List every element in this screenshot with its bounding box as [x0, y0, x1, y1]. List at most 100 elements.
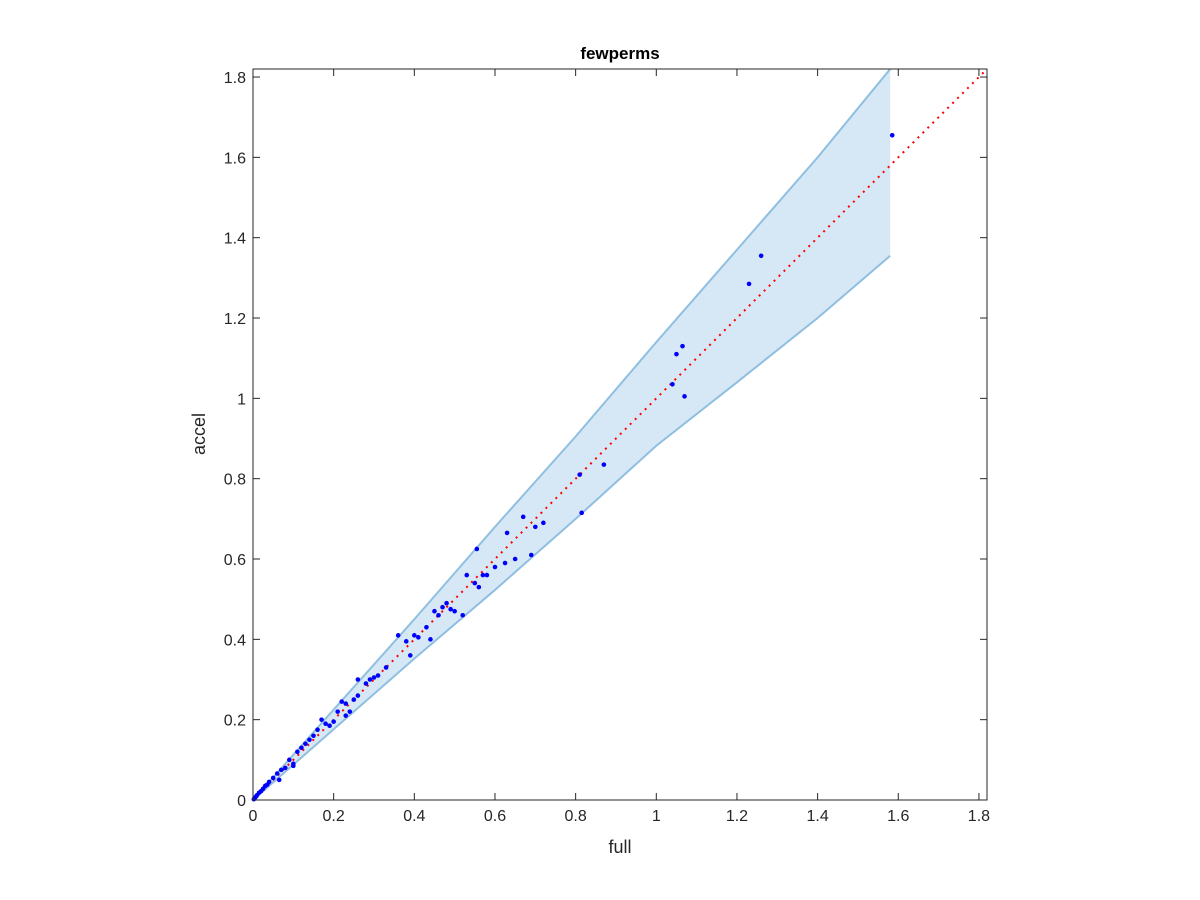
- data-point: [335, 709, 340, 714]
- data-point: [303, 741, 308, 747]
- data-points: [251, 132, 895, 802]
- y-tick-label: 1: [237, 391, 246, 408]
- y-tick-label: 1.8: [224, 70, 246, 87]
- y-tick-label: 0: [237, 793, 246, 810]
- x-tick-label: 0.6: [484, 808, 506, 825]
- x-tick-label: 0.2: [323, 808, 345, 825]
- data-point: [395, 633, 401, 638]
- y-tick-label: 0.2: [224, 713, 246, 730]
- data-point: [375, 673, 381, 678]
- data-point: [670, 381, 675, 387]
- data-point: [436, 612, 441, 618]
- y-axis-label: accel: [189, 413, 209, 455]
- data-point: [343, 701, 349, 706]
- data-point: [492, 564, 498, 570]
- data-point: [266, 779, 272, 785]
- x-tick-label: 0.4: [403, 808, 425, 825]
- data-point: [407, 653, 413, 658]
- x-tick-label: 0.8: [565, 808, 587, 825]
- x-tick-label: 0: [249, 808, 258, 825]
- data-point: [444, 600, 449, 606]
- data-point: [448, 606, 453, 612]
- data-point: [274, 771, 280, 776]
- data-point: [295, 749, 300, 755]
- data-point: [746, 281, 752, 287]
- data-point: [577, 472, 582, 477]
- data-point: [889, 132, 895, 138]
- data-point: [682, 394, 687, 399]
- y-tick-label: 1.6: [224, 150, 246, 167]
- y-axis-ticks: 0 0.2 0.4 0.6 0.8 1 1.2 1.4 1.6 1.8: [224, 70, 987, 810]
- data-point: [528, 552, 534, 558]
- data-point: [432, 608, 437, 614]
- data-point: [480, 572, 486, 578]
- data-point: [416, 635, 421, 640]
- data-point: [351, 697, 357, 702]
- data-point: [319, 717, 324, 722]
- chart-title: fewperms: [580, 44, 659, 63]
- x-axis-label: full: [608, 837, 631, 857]
- x-tick-label: 1: [652, 808, 661, 825]
- data-point: [541, 520, 546, 526]
- data-point: [315, 727, 320, 733]
- data-point: [474, 546, 480, 552]
- data-point: [533, 524, 538, 530]
- data-point: [520, 514, 526, 520]
- data-point: [452, 608, 457, 614]
- data-point: [680, 343, 685, 349]
- y-tick-label: 0.6: [224, 552, 246, 569]
- plot-frame: [252, 68, 988, 801]
- data-point: [464, 572, 470, 578]
- data-point: [282, 765, 288, 771]
- confidence-band: [252, 68, 891, 801]
- data-point: [331, 719, 336, 724]
- data-point: [674, 351, 679, 357]
- y-tick-label: 0.8: [224, 472, 246, 489]
- data-point: [758, 253, 764, 259]
- data-point: [270, 775, 276, 781]
- data-point: [278, 767, 284, 773]
- data-point: [363, 681, 369, 686]
- x-tick-label: 1.4: [806, 808, 828, 825]
- data-point: [287, 757, 292, 763]
- data-point: [311, 733, 316, 739]
- data-point: [355, 677, 361, 682]
- data-point: [472, 580, 478, 586]
- data-point: [299, 745, 304, 751]
- data-point: [579, 510, 584, 516]
- data-point: [371, 675, 377, 680]
- data-point: [460, 612, 466, 618]
- data-point: [327, 723, 332, 728]
- data-point: [307, 737, 312, 743]
- data-point: [512, 556, 518, 562]
- data-point: [601, 462, 607, 467]
- data-point: [428, 637, 433, 642]
- data-point: [339, 699, 345, 704]
- data-point: [440, 604, 445, 610]
- x-axis-ticks: 0 0.2 0.4 0.6 0.8 1 1.2 1.4 1.6 1.8: [249, 69, 990, 825]
- data-point: [367, 677, 373, 682]
- data-point: [412, 633, 417, 638]
- data-point: [291, 763, 296, 769]
- x-tick-label: 1.8: [968, 808, 990, 825]
- data-point: [424, 624, 429, 630]
- data-point: [484, 572, 490, 578]
- data-point: [383, 665, 389, 670]
- data-point: [355, 693, 361, 698]
- data-point: [476, 584, 482, 590]
- data-point: [502, 560, 508, 566]
- y-tick-label: 0.4: [224, 632, 246, 649]
- band-upper-edge: [252, 68, 891, 801]
- y-tick-label: 1.4: [224, 231, 246, 248]
- data-point: [323, 721, 328, 726]
- data-point: [403, 639, 409, 644]
- band-lower-edge: [252, 255, 891, 801]
- data-point: [504, 530, 510, 536]
- data-point: [276, 777, 282, 783]
- data-point: [347, 709, 353, 714]
- x-tick-label: 1.2: [726, 808, 748, 825]
- x-tick-label: 1.6: [887, 808, 909, 825]
- y-tick-label: 1.2: [224, 311, 246, 328]
- data-point: [343, 713, 349, 718]
